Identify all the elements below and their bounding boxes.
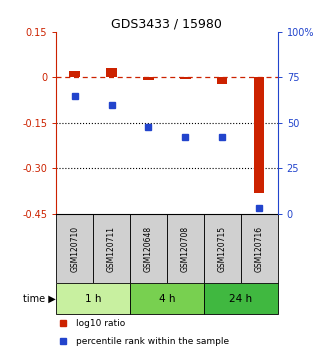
Text: GSM120715: GSM120715: [218, 225, 227, 272]
Bar: [180, 78, 191, 79]
Text: GSM120708: GSM120708: [181, 225, 190, 272]
Text: 4 h: 4 h: [159, 293, 175, 304]
Bar: [106, 68, 117, 78]
Bar: [167, 214, 204, 283]
Text: 1 h: 1 h: [85, 293, 101, 304]
Bar: [56, 214, 93, 283]
Title: GDS3433 / 15980: GDS3433 / 15980: [111, 18, 222, 31]
Bar: [93, 214, 130, 283]
Bar: [130, 283, 204, 314]
Text: GSM120711: GSM120711: [107, 225, 116, 272]
Text: GSM120710: GSM120710: [70, 225, 79, 272]
Bar: [143, 78, 154, 80]
Text: GSM120648: GSM120648: [144, 225, 153, 272]
Text: percentile rank within the sample: percentile rank within the sample: [76, 337, 229, 346]
Bar: [56, 283, 130, 314]
Bar: [254, 78, 265, 193]
Text: GSM120716: GSM120716: [255, 225, 264, 272]
Bar: [204, 214, 241, 283]
Bar: [130, 214, 167, 283]
Text: log10 ratio: log10 ratio: [76, 319, 126, 328]
Bar: [204, 283, 278, 314]
Text: 24 h: 24 h: [229, 293, 252, 304]
Text: time ▶: time ▶: [23, 293, 56, 304]
Bar: [217, 78, 228, 84]
Bar: [241, 214, 278, 283]
Bar: [69, 71, 80, 78]
